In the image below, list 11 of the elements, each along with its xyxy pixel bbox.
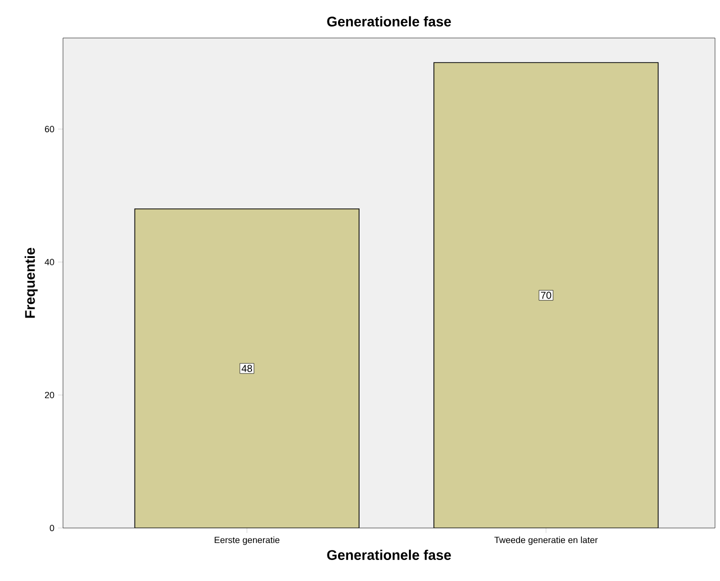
y-tick-label: 60 bbox=[44, 126, 54, 132]
y-tick-label: 20 bbox=[44, 392, 54, 398]
chart-title: Generationele fase bbox=[327, 16, 451, 26]
y-tick-label: 0 bbox=[50, 524, 54, 532]
x-tick-label: Eerste generatie bbox=[214, 536, 280, 545]
data-label: 48 bbox=[242, 364, 252, 372]
x-axis-title: Generationele fase bbox=[327, 550, 451, 560]
y-axis-title: Frequentie bbox=[24, 248, 38, 318]
x-tick-label: Tweede generatie en later bbox=[494, 536, 598, 545]
y-tick-label: 40 bbox=[44, 258, 54, 266]
data-label: 70 bbox=[541, 292, 552, 299]
